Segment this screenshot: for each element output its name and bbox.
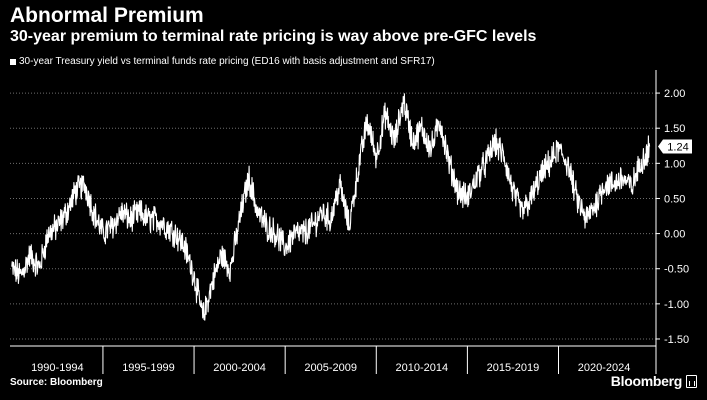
chart-title: Abnormal Premium <box>10 4 204 27</box>
callout-layer: 1.24 <box>658 139 692 154</box>
series-layer <box>11 93 651 321</box>
legend: 30-year Treasury yield vs terminal funds… <box>10 56 435 67</box>
x-category-label: 2000-2004 <box>213 362 266 374</box>
last-value-label: 1.24 <box>667 141 688 153</box>
y-tick-label: -0.50 <box>664 264 689 276</box>
chart-subtitle: 30-year premium to terminal rate pricing… <box>10 28 537 45</box>
y-tick-label: 1.50 <box>664 123 685 135</box>
last-value-callout <box>658 139 692 154</box>
y-tick-label: 0.50 <box>664 193 685 205</box>
x-category-label: 2015-2019 <box>487 362 540 374</box>
x-category-label: 2005-2009 <box>304 362 357 374</box>
axis-layer: -1.50 -1.00 -0.50 0.00 0.50 1.00 1.50 2.00 1990-… <box>10 70 689 374</box>
y-tick-label: 2.00 <box>664 88 685 100</box>
x-category-label: 1995-1999 <box>122 362 175 374</box>
x-category-label: 2020-2024 <box>578 362 631 374</box>
legend-label: 30-year Treasury yield vs terminal funds… <box>19 56 435 67</box>
source-note: Source: Bloomberg <box>10 377 103 388</box>
brand-name: Bloomberg <box>610 373 683 389</box>
y-tick-label: 0.00 <box>664 229 685 241</box>
y-tick-label: 1.00 <box>664 158 685 170</box>
y-tick-label: -1.00 <box>664 299 689 311</box>
x-category-label: 2010-2014 <box>396 362 449 374</box>
series-line <box>11 93 651 321</box>
legend-swatch <box>10 58 16 65</box>
terminal-icon <box>686 374 697 388</box>
x-category-label: 1990-1994 <box>31 362 84 374</box>
brand-logo: Bloomberg <box>611 373 697 389</box>
y-tick-label: -1.50 <box>664 334 689 346</box>
